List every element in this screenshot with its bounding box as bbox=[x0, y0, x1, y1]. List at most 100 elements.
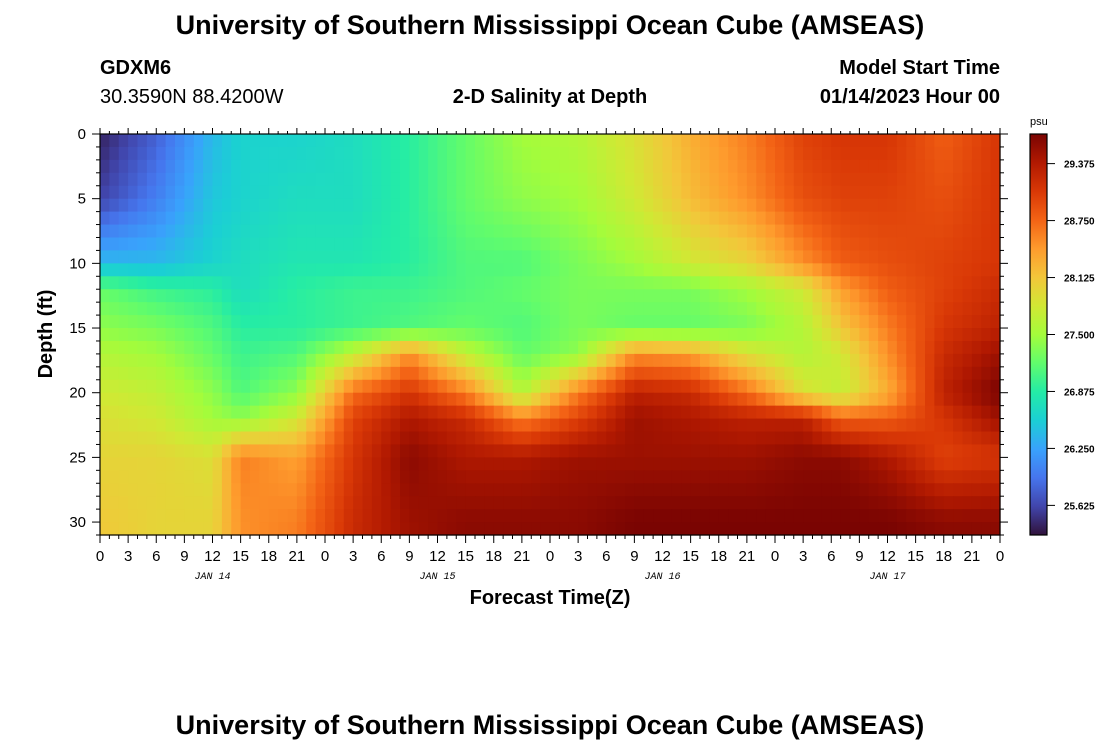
heatmap-cell bbox=[765, 328, 776, 342]
heatmap-cell bbox=[371, 444, 382, 458]
heatmap-cell bbox=[775, 276, 785, 290]
heatmap-cell bbox=[550, 392, 560, 407]
heatmap-cell bbox=[625, 509, 635, 523]
heatmap-cell bbox=[437, 522, 448, 536]
heatmap-cell bbox=[118, 470, 129, 484]
heatmap-cell bbox=[784, 496, 795, 510]
heatmap-cell bbox=[540, 185, 551, 200]
heatmap-cell bbox=[671, 263, 682, 277]
heatmap-cell bbox=[146, 379, 157, 394]
heatmap-cell bbox=[737, 522, 748, 536]
heatmap-cell bbox=[437, 509, 448, 523]
heatmap-cell bbox=[484, 444, 495, 458]
heatmap-cell bbox=[446, 366, 457, 381]
heatmap-cell bbox=[240, 457, 251, 471]
heatmap-cell bbox=[531, 159, 542, 174]
heatmap-cell bbox=[821, 224, 832, 239]
heatmap-cell bbox=[831, 185, 842, 200]
heatmap-cell bbox=[775, 146, 785, 161]
heatmap-cell bbox=[728, 211, 739, 226]
heatmap-cell bbox=[156, 418, 167, 433]
heatmap-cell bbox=[568, 289, 579, 303]
heatmap-cell bbox=[287, 405, 298, 420]
heatmap-cell bbox=[915, 237, 926, 252]
heatmap-cell bbox=[390, 457, 401, 471]
heatmap-cell bbox=[446, 496, 457, 510]
heatmap-cell bbox=[718, 134, 729, 148]
heatmap-cell bbox=[709, 185, 720, 200]
heatmap-cell bbox=[615, 509, 626, 523]
heatmap-cell bbox=[446, 392, 457, 407]
heatmap-cell bbox=[587, 405, 598, 420]
heatmap-cell bbox=[559, 496, 570, 510]
heatmap-cell bbox=[428, 522, 439, 536]
heatmap-cell bbox=[296, 159, 307, 174]
heatmap-cell bbox=[446, 289, 457, 303]
heatmap-cell bbox=[737, 263, 748, 277]
heatmap-cell bbox=[671, 159, 682, 174]
heatmap-cell bbox=[718, 328, 729, 342]
heatmap-cell bbox=[831, 496, 842, 510]
heatmap-cell bbox=[728, 418, 739, 433]
heatmap-cell bbox=[100, 159, 110, 174]
heatmap-cell bbox=[175, 224, 185, 239]
heatmap-cell bbox=[381, 185, 392, 200]
heatmap-cell bbox=[100, 405, 110, 420]
heatmap-cell bbox=[193, 379, 204, 394]
heatmap-cell bbox=[850, 250, 860, 264]
heatmap-cell bbox=[203, 146, 214, 161]
heatmap-cell bbox=[287, 134, 298, 148]
heatmap-cell bbox=[484, 134, 495, 148]
heatmap-cell bbox=[128, 302, 139, 316]
heatmap-cell bbox=[343, 431, 354, 446]
heatmap-cell bbox=[325, 198, 335, 213]
heatmap-cell bbox=[240, 198, 251, 213]
heatmap-cell bbox=[765, 224, 776, 239]
heatmap-cell bbox=[765, 250, 776, 264]
heatmap-cell bbox=[381, 276, 392, 290]
heatmap-cell bbox=[287, 250, 298, 264]
heatmap-cell bbox=[128, 457, 139, 471]
heatmap-cell bbox=[793, 211, 804, 226]
heatmap-cell bbox=[821, 509, 832, 523]
heatmap-cell bbox=[465, 444, 476, 458]
heatmap-cell bbox=[456, 405, 467, 420]
heatmap-cell bbox=[118, 392, 129, 407]
heatmap-cell bbox=[831, 340, 842, 355]
heatmap-cell bbox=[831, 405, 842, 420]
heatmap-cell bbox=[465, 328, 476, 342]
heatmap-cell bbox=[362, 159, 373, 174]
heatmap-cell bbox=[456, 353, 467, 368]
heatmap-cell bbox=[381, 224, 392, 239]
heatmap-cell bbox=[334, 276, 345, 290]
heatmap-cell bbox=[887, 509, 898, 523]
heatmap-cell bbox=[512, 522, 523, 536]
heatmap-cell bbox=[259, 379, 270, 394]
heatmap-cell bbox=[203, 353, 214, 368]
heatmap-cell bbox=[746, 172, 757, 187]
heatmap-cell bbox=[981, 224, 992, 239]
heatmap-cell bbox=[128, 392, 139, 407]
heatmap-cell bbox=[259, 276, 270, 290]
heatmap-cell bbox=[531, 470, 542, 484]
heatmap-cell bbox=[250, 302, 260, 316]
heatmap-cell bbox=[325, 444, 335, 458]
heatmap-cell bbox=[400, 470, 410, 484]
heatmap-cell bbox=[203, 211, 214, 226]
heatmap-cell bbox=[690, 224, 701, 239]
heatmap-cell bbox=[446, 405, 457, 420]
heatmap-cell bbox=[915, 444, 926, 458]
heatmap-cell bbox=[709, 353, 720, 368]
heatmap-cell bbox=[493, 237, 504, 252]
heatmap-cell bbox=[878, 328, 889, 342]
heatmap-cell bbox=[231, 340, 242, 355]
heatmap-cell bbox=[296, 198, 307, 213]
heatmap-cell bbox=[718, 198, 729, 213]
heatmap-cell bbox=[765, 340, 776, 355]
heatmap-cell bbox=[540, 146, 551, 161]
heatmap-cell bbox=[231, 302, 242, 316]
heatmap-cell bbox=[325, 315, 335, 329]
x-tick-label: 15 bbox=[682, 548, 699, 565]
heatmap-cell bbox=[559, 392, 570, 407]
heatmap-cell bbox=[146, 366, 157, 381]
